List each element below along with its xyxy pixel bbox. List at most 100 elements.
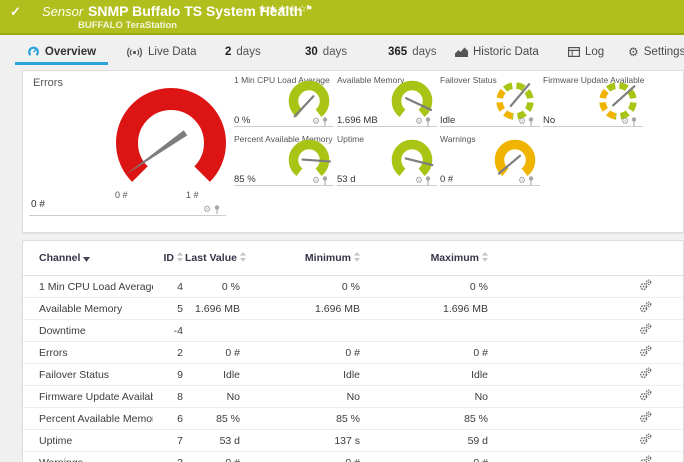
pin-icon[interactable] bbox=[425, 117, 431, 126]
cell-last-value: 1.696 MB bbox=[185, 297, 242, 320]
cell-id: 7 bbox=[153, 429, 185, 452]
gauge-settings-gear-icon[interactable]: ⚙ bbox=[312, 175, 321, 185]
channel-settings-gears-icon[interactable] bbox=[639, 345, 652, 357]
cell-actions bbox=[490, 451, 683, 462]
broadcast-icon bbox=[127, 47, 142, 57]
gauge-settings-gear-icon[interactable]: ⚙ bbox=[415, 116, 424, 126]
cell-actions bbox=[490, 429, 683, 452]
gauge-label: Failover Status bbox=[440, 75, 497, 85]
cell-last-value: 85 % bbox=[185, 407, 242, 430]
cell-channel[interactable]: Percent Available Memory bbox=[23, 407, 153, 430]
tab-overview[interactable]: Overview bbox=[15, 41, 108, 65]
gauge-value: 0 % bbox=[234, 115, 251, 126]
table-row[interactable]: Errors 2 0 #0 #0 # bbox=[23, 341, 683, 364]
channel-settings-gears-icon[interactable] bbox=[639, 455, 652, 462]
gauge-cell-firmware[interactable]: Firmware Update Available No ⚙ bbox=[543, 73, 646, 131]
gauge-cell-failover[interactable]: Failover Status Idle ⚙ bbox=[440, 73, 543, 131]
cell-last-value: 53 d bbox=[185, 429, 242, 452]
gauge-cell-percent-memory[interactable]: Percent Available Memory 85 % ⚙ bbox=[234, 132, 337, 190]
pin-icon[interactable] bbox=[425, 176, 431, 185]
table-row[interactable]: Downtime -4 bbox=[23, 319, 683, 342]
cell-channel[interactable]: Errors bbox=[23, 341, 153, 364]
gauge-scale-min: 0 # bbox=[115, 190, 128, 200]
cell-minimum: 0 # bbox=[242, 451, 362, 462]
gauge-cell-uptime[interactable]: Uptime 53 d ⚙ bbox=[337, 132, 440, 190]
cell-channel[interactable]: Firmware Update Available bbox=[23, 385, 153, 408]
channel-settings-gears-icon[interactable] bbox=[639, 367, 652, 379]
channel-settings-gears-icon[interactable] bbox=[639, 389, 652, 401]
table-row[interactable]: Firmware Update Available 8 No No No bbox=[23, 385, 683, 408]
channel-settings-gears-icon[interactable] bbox=[639, 411, 652, 423]
table-row[interactable]: Failover Status 9 Idle Idle Idle bbox=[23, 363, 683, 386]
cell-maximum: Idle bbox=[362, 363, 490, 386]
cpu-gauge bbox=[284, 79, 334, 130]
pin-icon[interactable] bbox=[322, 176, 328, 185]
channel-settings-gears-icon[interactable] bbox=[639, 323, 652, 335]
pin-icon[interactable] bbox=[322, 117, 328, 126]
tab-30-days[interactable]: 30 days bbox=[305, 46, 348, 58]
gauge-value: 1.696 MB bbox=[337, 115, 378, 126]
pin-icon[interactable] bbox=[528, 117, 534, 126]
cell-last-value: No bbox=[185, 385, 242, 408]
tab-365-days[interactable]: 365 days bbox=[388, 46, 437, 58]
gauge-settings-gear-icon[interactable]: ⚙ bbox=[621, 116, 630, 126]
col-channel[interactable]: Channel bbox=[23, 241, 153, 276]
tab-2-days[interactable]: 2 days bbox=[225, 46, 261, 58]
channel-settings-gears-icon[interactable] bbox=[639, 279, 652, 291]
gauge-cell-warnings[interactable]: Warnings 0 # ⚙ bbox=[440, 132, 543, 190]
gauge-scale-max: 1 # bbox=[186, 190, 199, 200]
gauge-label: Available Memory bbox=[337, 75, 405, 85]
priority-stars[interactable]: ★★★☆☆ bbox=[258, 4, 308, 15]
table-icon bbox=[568, 47, 580, 57]
tab-historic-data[interactable]: Historic Data bbox=[455, 41, 539, 63]
cell-channel[interactable]: 1 Min CPU Load Average bbox=[23, 275, 153, 298]
cell-channel[interactable]: Warnings bbox=[23, 451, 153, 462]
cell-channel[interactable]: Uptime bbox=[23, 429, 153, 452]
gauge-label: Uptime bbox=[337, 134, 364, 144]
pin-icon[interactable] bbox=[631, 117, 637, 126]
sort-icon bbox=[239, 252, 246, 262]
table-row[interactable]: Percent Available Memory 6 85 % 85 % 85 % bbox=[23, 407, 683, 430]
gauge-cell-cpu[interactable]: 1 Min CPU Load Average 0 % ⚙ bbox=[234, 73, 337, 131]
table-row[interactable]: Available Memory 5 1.696 MB 1.696 MB 1.696 M… bbox=[23, 297, 683, 320]
col-last-value[interactable]: Last Value bbox=[185, 241, 246, 276]
sensor-kind-label: Sensor bbox=[42, 4, 84, 19]
table-row[interactable]: 1 Min CPU Load Average 4 0 % 0 % 0 % bbox=[23, 275, 683, 298]
gauge-settings-gear-icon[interactable]: ⚙ bbox=[203, 204, 212, 214]
pin-icon[interactable] bbox=[528, 176, 534, 185]
table-row[interactable]: Warnings30 #0 #0 # bbox=[23, 451, 683, 462]
gauge-value: 53 d bbox=[337, 174, 356, 185]
gauge-settings-gear-icon[interactable]: ⚙ bbox=[312, 116, 321, 126]
col-maximum[interactable]: Maximum bbox=[362, 241, 490, 276]
tab-settings[interactable]: ⚙ Settings bbox=[628, 45, 684, 59]
main-gauge-value: 0 # bbox=[31, 199, 45, 210]
tab-live-data[interactable]: Live Data bbox=[126, 41, 197, 63]
cell-actions bbox=[490, 319, 683, 342]
cell-actions bbox=[490, 385, 683, 408]
channel-settings-gears-icon[interactable] bbox=[639, 301, 652, 313]
cell-minimum: Idle bbox=[242, 363, 362, 386]
cell-channel[interactable]: Downtime bbox=[23, 319, 153, 342]
cell-maximum: 59 d bbox=[362, 429, 490, 452]
tab-log[interactable]: Log bbox=[568, 41, 604, 63]
col-minimum[interactable]: Minimum bbox=[242, 241, 362, 276]
sorted-desc-icon bbox=[83, 257, 91, 262]
gauge-label: Percent Available Memory bbox=[234, 134, 333, 144]
gauge-cell-memory[interactable]: Available Memory 1.696 MB ⚙ bbox=[337, 73, 440, 131]
gauge-value: 85 % bbox=[234, 174, 256, 185]
table-row[interactable]: Uptime 7 53 d 137 s 59 d bbox=[23, 429, 683, 452]
gauge-settings-gear-icon[interactable]: ⚙ bbox=[518, 116, 527, 126]
divider bbox=[234, 126, 334, 127]
divider bbox=[440, 126, 540, 127]
cell-channel[interactable]: Failover Status bbox=[23, 363, 153, 386]
gauge-label: 1 Min CPU Load Average bbox=[234, 75, 330, 85]
cell-channel[interactable]: Available Memory bbox=[23, 297, 153, 320]
flag-icon[interactable]: ⚑ bbox=[305, 4, 313, 13]
channel-settings-gears-icon[interactable] bbox=[639, 433, 652, 445]
gauge-settings-gear-icon[interactable]: ⚙ bbox=[518, 175, 527, 185]
col-id[interactable]: ID bbox=[153, 241, 185, 276]
warnings-gauge bbox=[490, 138, 540, 189]
gauge-settings-gear-icon[interactable]: ⚙ bbox=[415, 175, 424, 185]
pin-icon[interactable] bbox=[214, 205, 220, 214]
parent-device-name[interactable]: BUFFALO TeraStation bbox=[78, 20, 178, 31]
